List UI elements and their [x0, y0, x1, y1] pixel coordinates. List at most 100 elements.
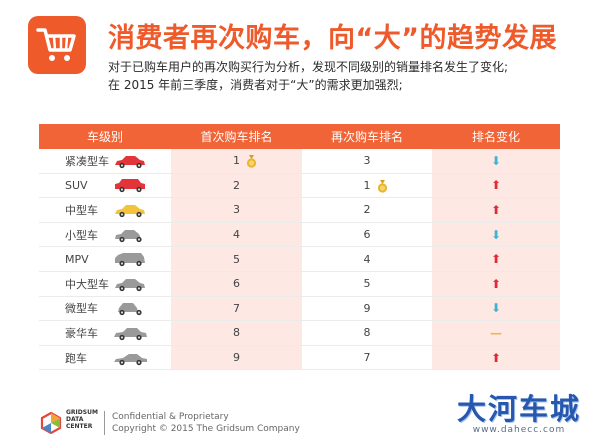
table-body: 紧凑型车 1 3 ⬇ SUV 2 1 ⬆ 中型车 3 2 ⬆ 小型车 4 6 ⬇ MPV 5 4 ⬆ 中大型车 6 5 ⬆ 微型… [39, 149, 560, 371]
table-row: 中大型车 6 5 ⬆ [39, 271, 560, 297]
cell-rank-change: ⬆ [432, 345, 560, 370]
cell-rank-change: ⬆ [432, 271, 560, 296]
cell-car-class: SUV [39, 174, 171, 198]
cell-first-rank: 9 [171, 345, 302, 370]
rank-change-up-icon: ⬆ [490, 178, 502, 193]
cell-car-class: 中大型车 [39, 272, 171, 296]
car-hatch-icon [115, 229, 142, 242]
car-class-label: 跑车 [65, 351, 87, 365]
car-class-label: SUV [65, 178, 88, 192]
first-rank-value: 5 [233, 252, 240, 266]
table-row: 豪华车 8 8 — [39, 321, 560, 346]
cell-first-rank: 3 [171, 198, 302, 222]
rank-change-up-icon: ⬆ [490, 276, 502, 291]
cell-first-rank: 4 [171, 222, 302, 247]
table-row: 跑车 9 7 ⬆ [39, 345, 560, 371]
header-first-rank: 首次购车排名 [200, 130, 273, 144]
header-car-class: 车级别 [86, 130, 123, 144]
car-mpv-icon [115, 253, 145, 267]
ranking-table: 车级别 首次购车排名 再次购车排名 排名变化 紧凑型车 1 3 ⬇ SUV 2 1 ⬆ 中型车 3… [39, 124, 560, 371]
cell-car-class: 豪华车 [39, 321, 171, 345]
repeat-rank-value: 4 [363, 252, 371, 266]
logo-text: GRIDSUM DATA CENTER [66, 409, 98, 430]
car-sedan-icon [115, 204, 145, 218]
table-row: 小型车 4 6 ⬇ [39, 222, 560, 248]
repeat-rank-value: 5 [363, 277, 371, 291]
cell-first-rank: 8 [171, 321, 302, 345]
car-class-label: 中大型车 [65, 277, 109, 291]
rank-change-down-icon: ⬇ [490, 153, 502, 168]
first-rank-value: 4 [233, 228, 240, 242]
car-luxury-icon [114, 327, 147, 341]
cell-car-class: 中型车 [39, 198, 171, 222]
cell-rank-change: ⬇ [432, 222, 560, 247]
cell-first-rank: 2 [171, 173, 302, 198]
car-class-label: 中型车 [65, 203, 98, 217]
cell-repeat-rank: 6 [302, 222, 432, 247]
repeat-rank-value: 9 [363, 301, 371, 315]
page-title: 消费者再次购车，向“大”的趋势发展 [108, 23, 557, 54]
cell-repeat-rank: 8 [302, 321, 432, 345]
cell-car-class: 跑车 [39, 346, 171, 370]
cell-repeat-rank: 2 [302, 198, 432, 222]
repeat-rank-value: 7 [363, 351, 371, 365]
header-rank-change: 排名变化 [471, 130, 520, 144]
repeat-rank-value: 1 [363, 178, 371, 192]
table-header: 车级别 首次购车排名 再次购车排名 排名变化 [39, 124, 560, 149]
rank-change-up-icon: ⬆ [490, 202, 502, 217]
first-rank-value: 2 [233, 178, 240, 192]
first-rank-value: 3 [233, 203, 240, 217]
gold-medal-icon [377, 179, 388, 193]
header-repeat-rank: 再次购车排名 [330, 130, 403, 144]
subtitle-line-2: 在 2015 年前三季度，消费者对于“大”的需求更加强烈; [108, 78, 403, 92]
repeat-rank-value: 8 [363, 326, 371, 340]
cell-rank-change: ⬇ [432, 149, 560, 173]
cell-repeat-rank: 1 [302, 173, 432, 198]
first-rank-value: 1 [233, 154, 240, 168]
footer-copyright: Copyright © 2015 The Gridsum Company [112, 424, 300, 434]
shopping-cart-icon [28, 16, 86, 74]
table-row: 微型车 7 9 ⬇ [39, 296, 560, 322]
cell-car-class: 微型车 [39, 297, 171, 321]
watermark-title: 大河车城 [456, 392, 581, 426]
rank-change-up-icon: ⬆ [490, 350, 502, 365]
first-rank-value: 8 [233, 326, 240, 340]
repeat-rank-value: 6 [363, 228, 371, 242]
repeat-rank-value: 2 [363, 203, 371, 217]
car-sedan-icon [115, 155, 145, 168]
cell-first-rank: 1 [171, 149, 302, 173]
first-rank-value: 6 [233, 277, 240, 291]
cell-car-class: 紧凑型车 [39, 149, 171, 173]
gridsum-logo-icon [40, 412, 62, 434]
table-row: SUV 2 1 ⬆ [39, 173, 560, 199]
cell-repeat-rank: 3 [302, 149, 432, 173]
cell-car-class: MPV [39, 247, 171, 271]
cell-rank-change: ⬆ [432, 198, 560, 222]
cell-rank-change: — [432, 321, 560, 345]
cell-repeat-rank: 5 [302, 271, 432, 296]
first-rank-value: 7 [233, 301, 240, 315]
cell-first-rank: 5 [171, 247, 302, 271]
table-row: MPV 5 4 ⬆ [39, 247, 560, 272]
repeat-rank-value: 3 [363, 154, 371, 168]
subtitle-line-1: 对于已购车用户的再次购买行为分析，发现不同级别的销量排名发生了变化; [108, 60, 509, 74]
car-sports-icon [114, 353, 147, 365]
car-class-label: 微型车 [65, 302, 98, 316]
watermark: 大河车城 www.dahecc.com [444, 393, 594, 435]
car-class-label: MPV [65, 252, 89, 266]
cell-repeat-rank: 9 [302, 296, 432, 321]
car-sedan-icon [115, 278, 145, 291]
watermark-url: www.dahecc.com [472, 425, 566, 435]
first-rank-value: 9 [233, 351, 240, 365]
rank-change-flat-icon: — [490, 325, 502, 340]
car-class-label: 豪华车 [65, 326, 98, 340]
car-mini-icon [118, 303, 142, 316]
footer-divider [104, 411, 105, 435]
rank-change-down-icon: ⬇ [490, 227, 502, 242]
cell-rank-change: ⬆ [432, 173, 560, 198]
cell-repeat-rank: 4 [302, 247, 432, 271]
cell-car-class: 小型车 [39, 223, 171, 247]
rank-change-up-icon: ⬆ [490, 252, 502, 267]
rank-change-down-icon: ⬇ [490, 301, 502, 316]
cell-first-rank: 6 [171, 271, 302, 296]
